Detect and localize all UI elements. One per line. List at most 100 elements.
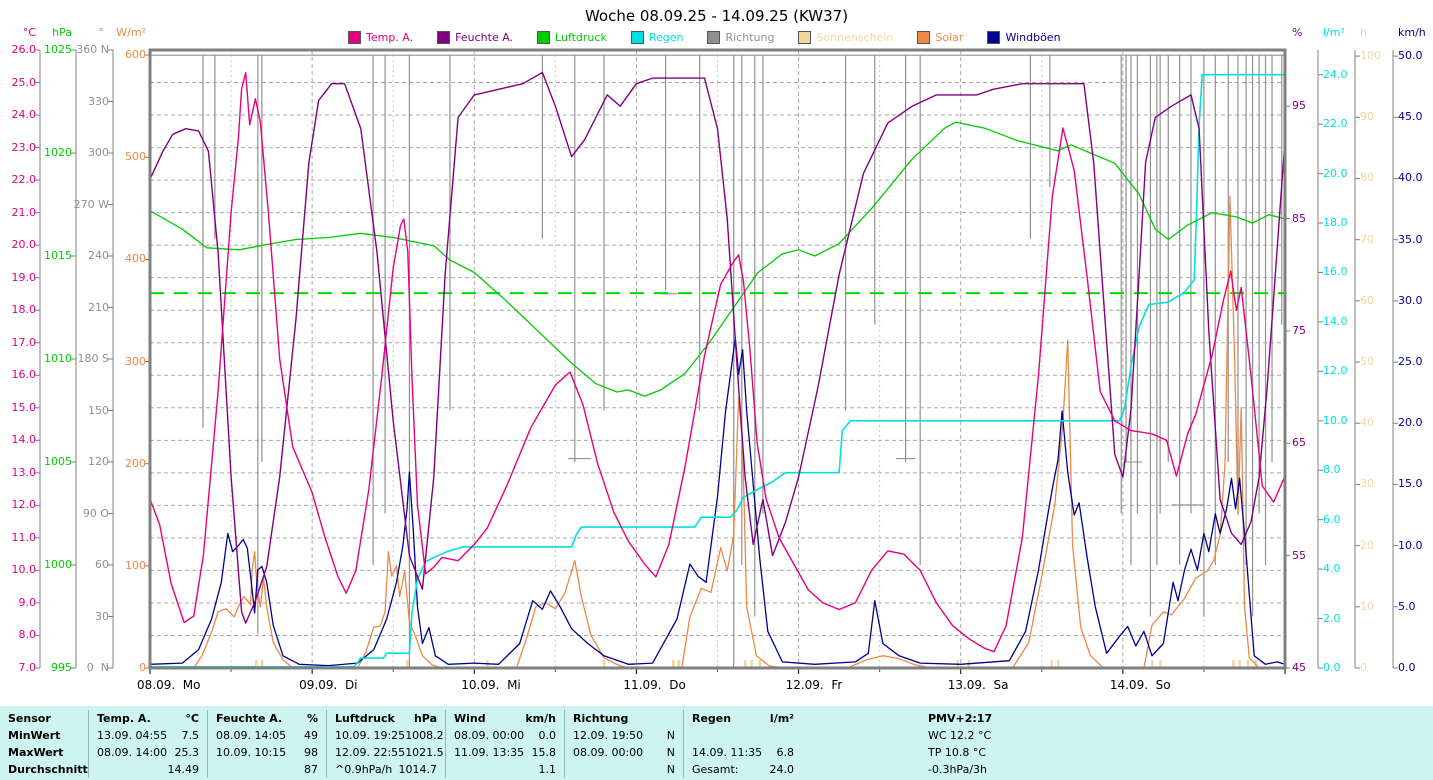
rain-axis-label: 18.0 [1323,216,1348,230]
temp-axis-label: 25.0 [11,75,37,89]
direction-axis-label: 60 [95,558,109,571]
table-cell-value: 49 [304,729,318,742]
legend-swatch-icon [537,31,551,44]
table-row-label: Durchschnitt [8,763,88,776]
wind-axis-label: 20.0 [1398,416,1423,430]
legend-label: Feuchte A. [455,31,514,44]
table-cell-value: 25.3 [174,746,200,759]
table-cell-value: 24.0 [769,763,795,776]
rain-axis-label: 16.0 [1323,265,1348,279]
temp-axis-label: 7.0 [18,661,37,674]
table-cell-value: 1.1 [538,763,557,776]
table-cell-value: 6.8 [776,746,795,759]
x-axis-day-label: 12.09. Fr [785,678,843,692]
direction-axis-label: 270 W [73,197,109,211]
direction-axis-label: 300 [88,146,109,159]
legend-item: Feuchte A. [437,31,513,44]
sunshine-axis-label: 0 [1360,661,1367,674]
sunshine-axis-label: 20 [1360,538,1374,552]
direction-axis-label: 330 [88,94,109,108]
table-cell-text: -0.3hPa/3h [928,763,987,776]
legend-label: Sonnenschein [816,31,894,44]
legend-swatch-icon [987,31,1001,44]
table-cell-text: Feuchte A. [216,712,283,725]
series-windb-en-line [149,336,1286,667]
sunshine-axis-label: 90 [1360,110,1374,124]
x-axis-day-label: 11.09. Do [623,678,686,692]
pressure-axis-label: 1005 [44,455,72,468]
legend-item: Solar [917,31,963,44]
table-cell: 12.09. 19:50 N [564,727,683,744]
x-axis-day-label: 13.09. Sa [947,678,1009,692]
rain-axis-label: 20.0 [1323,166,1348,180]
table-cell-value: °C [185,712,199,725]
pressure-axis-label: 995 [51,661,72,674]
legend-label: Windböen [1005,31,1061,44]
direction-axis-label: 150 [88,403,109,417]
solar-axis-label: 600 [125,48,146,62]
table-row: MaxWert 08.09. 14:00 25.3 10.09. 10:15 98 12.… [0,744,1433,761]
series-sonnenschein-tick [603,660,606,667]
table-cell: Wind km/h [445,710,564,727]
rain-axis-label: 4.0 [1323,562,1341,576]
wind-axis-label: 50.0 [1398,49,1423,63]
table-cell: Temp. A. °C [88,710,207,727]
table-cell: 08.09. 14:00 25.3 [88,744,207,761]
series-sonnenschein-tick [1057,660,1060,667]
solar-axis-label: 500 [125,150,146,164]
humidity-axis-label: 95 [1292,99,1306,113]
table-cell: WC 12.2 °C [920,727,1433,744]
rain-axis-label: 22.0 [1323,117,1348,131]
table-cell [683,727,802,744]
solar-axis-unit: W/m² [116,26,146,39]
table-cell: 1.1 [445,761,564,778]
table-cell-text: 10.09. 19:25 [335,729,406,742]
humidity-axis-label: 75 [1292,323,1306,337]
wind-axis-label: 25.0 [1398,355,1423,369]
table-cell: Gesamt: 24.0 [683,761,802,778]
temp-axis-label: 16.0 [11,368,37,382]
legend-swatch-icon [707,31,721,44]
rain-axis-label: 12.0 [1323,364,1348,378]
table-row: Sensor Temp. A. °C Feuchte A.% Luftdruck hPa W… [0,710,1433,727]
page-title: Woche 08.09.25 - 14.09.25 (KW37) [584,7,849,25]
temp-axis-label: 23.0 [11,140,37,154]
series-sonnenschein-tick [672,660,675,667]
series-sonnenschein-tick [758,660,762,667]
solar-axis-label: 400 [125,252,146,266]
rain-axis-label: 2.0 [1323,611,1341,625]
pressure-axis-label: 1010 [44,352,72,365]
sunshine-axis-label: 70 [1360,232,1374,246]
x-axis-day-label: 10.09. Mi [461,678,521,692]
rain-axis-label: 14.0 [1323,314,1348,328]
table-cell-text: Temp. A. [97,712,151,725]
table-cell-text: 11.09. 13:35 [454,746,525,759]
table-cell: TP 10.8 °C [920,744,1433,761]
table-cell: -0.3hPa/3h [920,761,1433,778]
sunshine-axis-label: 50 [1360,355,1374,369]
solar-axis-label: 0 [139,661,146,674]
table-cell: 14.09. 11:35 6.8 [683,744,802,761]
summary-table: Sensor Temp. A. °C Feuchte A.% Luftdruck hPa W… [0,706,1433,780]
legend-item: Regen [630,31,683,44]
direction-axis-unit: ° [98,26,105,39]
table-cell: 08.09. 00:00 N [564,744,683,761]
series-sonnenschein-tick [677,660,680,667]
solar-axis-label: 200 [125,456,146,470]
temp-axis-label: 18.0 [11,303,37,317]
table-cell-value: N [666,729,675,742]
series-regen-line [149,73,1286,668]
table-cell: Richtung [564,710,683,727]
temp-axis-unit: °C [22,26,36,39]
rain-axis-label: 24.0 [1323,67,1348,81]
rain-axis-label: 0.0 [1323,661,1341,674]
table-cell-text: Richtung [573,712,629,725]
table-cell-text: 12.09. 22:55 [335,746,406,759]
table-cell: Luftdruck hPa [326,710,445,727]
legend-label: Temp. A. [366,31,414,44]
direction-axis-label: 0 N [86,661,109,674]
wind-axis-label: 30.0 [1398,293,1423,307]
direction-axis-label: 30 [95,609,109,623]
table-cell-value: 98 [304,746,318,759]
